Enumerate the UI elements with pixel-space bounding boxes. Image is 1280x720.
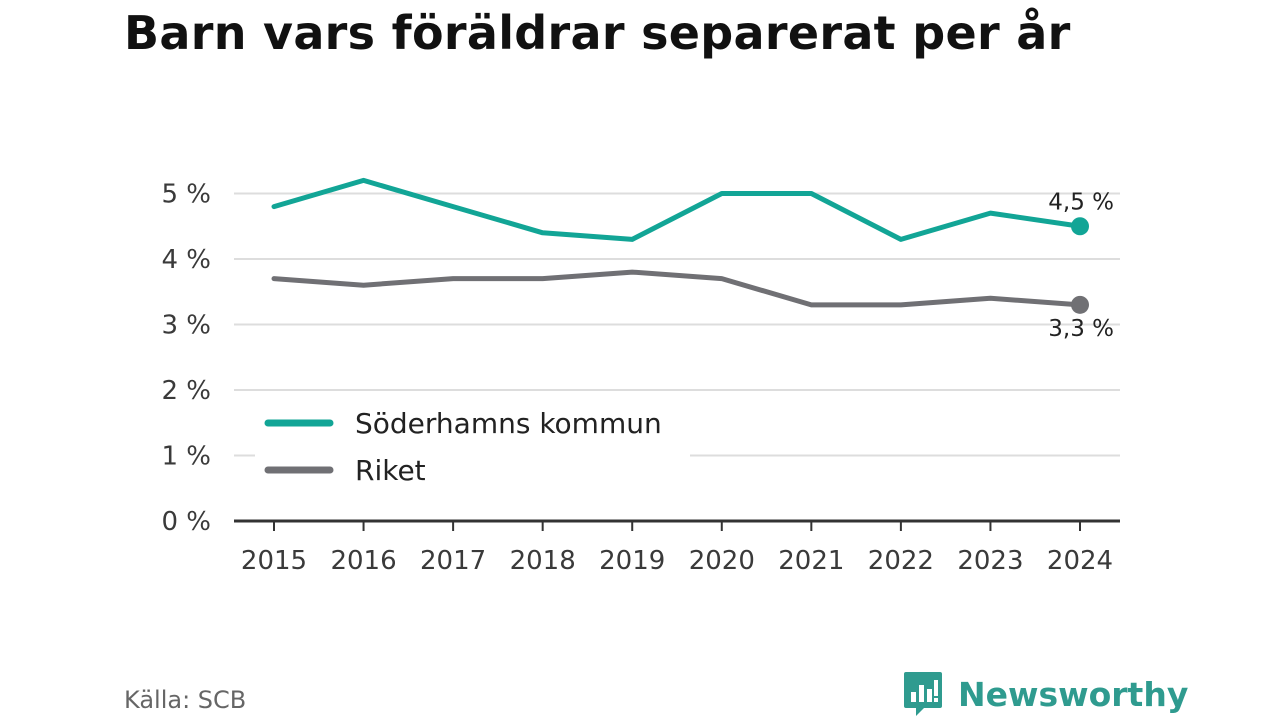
y-tick-label: 3 %: [161, 311, 211, 341]
legend-background: [255, 398, 690, 490]
x-tick-label: 2023: [957, 546, 1023, 576]
y-tick-label: 4 %: [161, 245, 211, 275]
series-end-point: [1071, 295, 1089, 314]
legend-label: Söderhamns kommun: [355, 407, 662, 440]
series-line-1: [271, 177, 1083, 242]
series-end-point: [1071, 217, 1089, 236]
x-tick-label: 2018: [510, 546, 576, 576]
newsworthy-logo-icon: [904, 672, 942, 716]
x-tick-label: 2019: [599, 546, 665, 576]
legend-label: Riket: [355, 454, 426, 487]
x-tick-label: 2015: [241, 546, 307, 576]
x-tick-label: 2016: [330, 546, 396, 576]
y-tick-label: 1 %: [161, 442, 211, 472]
brand-logo: Newsworthy: [902, 670, 1188, 718]
y-tick-label: 2 %: [161, 376, 211, 406]
series-end-label: 3,3 %: [1048, 316, 1114, 342]
y-tick-label: 0 %: [161, 507, 211, 537]
x-tick-label: 2020: [689, 546, 755, 576]
legend: Söderhamns kommun Riket: [255, 398, 690, 490]
chart-title: Barn vars föräldrar separerat per år: [124, 6, 1071, 60]
source-note: Källa: SCB: [124, 686, 247, 714]
series-line-2: [271, 269, 1083, 308]
y-axis-ticks: 0 % 1 % 2 % 3 % 4 % 5 %: [161, 180, 211, 538]
x-tick-label: 2022: [868, 546, 934, 576]
x-axis: 2015 2016 2017 2018 2019 2020 2021 2022 2023 2024: [234, 519, 1120, 576]
y-tick-label: 5 %: [161, 180, 211, 210]
series-end-label: 4,5 %: [1048, 189, 1114, 215]
series-lines: 4,5 % 3,3 %: [271, 177, 1114, 342]
x-tick-label: 2017: [420, 546, 486, 576]
brand-name: Newsworthy: [958, 674, 1189, 714]
x-tick-label: 2024: [1047, 546, 1113, 576]
x-tick-label: 2021: [778, 546, 844, 576]
